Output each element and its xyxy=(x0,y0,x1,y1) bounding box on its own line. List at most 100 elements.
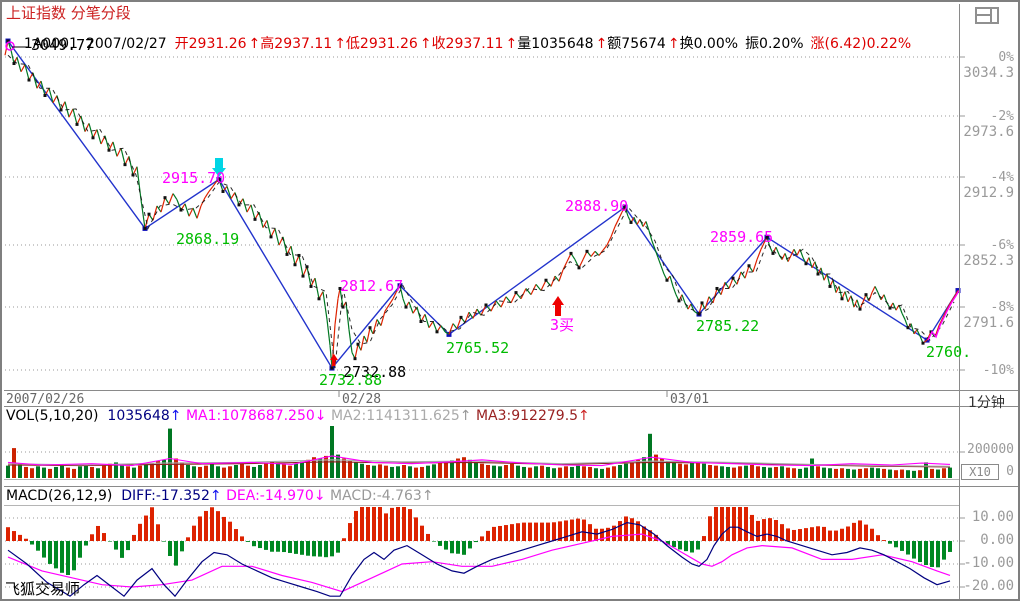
volume-bar xyxy=(582,466,586,478)
volume-bar xyxy=(666,461,670,478)
page-title: 上证指数 分笔分段 xyxy=(6,4,131,22)
volume-bar xyxy=(618,465,622,478)
volume-bar xyxy=(816,466,820,478)
volume-bar xyxy=(708,465,712,478)
macd-bar xyxy=(366,507,370,541)
macd-indicator-header: MACD(26,12,9) DIFF:-17.352↑ DEA:-14.970↓… xyxy=(6,488,434,504)
volume-bar xyxy=(36,466,40,478)
volume-bar xyxy=(738,466,742,478)
volume-bar xyxy=(648,433,652,478)
macd-header-segment: DEA:-14.970 xyxy=(221,488,314,504)
macd-bar xyxy=(222,516,226,541)
volume-bar xyxy=(552,468,556,478)
date-label: 2007/02/26 xyxy=(6,392,85,407)
macd-bar xyxy=(906,541,910,555)
quote-field-额: 额75674 xyxy=(607,36,666,52)
date-label: 02/28 xyxy=(342,392,382,407)
macd-bar xyxy=(318,541,322,557)
macd-bar xyxy=(414,517,418,541)
vol-header-segment: VOL(5,10,20) xyxy=(6,408,108,424)
volume-bar xyxy=(240,463,244,478)
macd-bar xyxy=(456,541,460,554)
macd-bar xyxy=(798,529,802,541)
volume-bar xyxy=(570,466,574,478)
macd-bar xyxy=(156,524,160,541)
volume-bar xyxy=(624,463,628,478)
period-label[interactable]: 1分钟 xyxy=(968,395,1005,411)
pivot-label: 3买 xyxy=(550,316,575,334)
segment-start-marker xyxy=(5,41,15,51)
volume-ma-line xyxy=(7,461,951,468)
volume-bar xyxy=(90,466,94,478)
macd-bar xyxy=(36,541,40,551)
macd-bar xyxy=(516,523,520,541)
volume-bar xyxy=(72,468,76,478)
volume-bar xyxy=(498,466,502,478)
macd-bar xyxy=(72,541,76,571)
buy-signal-arrow-icon xyxy=(552,296,564,316)
macd-bar xyxy=(756,520,760,541)
macd-header-segment: DIFF:-17.352 xyxy=(121,488,210,504)
volume-bar xyxy=(480,463,484,478)
volume-bar xyxy=(114,462,118,478)
volume-axis-max: 200000 xyxy=(967,442,1014,457)
volume-axis-zero: 0 xyxy=(1006,464,1014,479)
macd-bar xyxy=(174,541,178,566)
macd-bar xyxy=(618,521,622,541)
volume-bar xyxy=(702,463,706,478)
axis-percent-label: -4% xyxy=(990,170,1014,185)
volume-bar xyxy=(420,466,424,478)
volume-bar xyxy=(720,466,724,478)
cyan-sell-arrow-icon xyxy=(212,158,226,177)
macd-axis-label: -10.00 xyxy=(963,555,1014,571)
pivot-label: 2868.19 xyxy=(176,230,240,248)
macd-header-segment: ↑ xyxy=(209,488,222,504)
volume-bar xyxy=(30,468,34,478)
macd-bar xyxy=(48,541,52,564)
macd-bar xyxy=(738,507,742,541)
volume-bar xyxy=(228,466,232,478)
split-window-icon[interactable] xyxy=(975,7,999,24)
divider-vol-macd xyxy=(4,486,1018,487)
volume-bar xyxy=(546,466,550,478)
volume-bar xyxy=(750,465,754,478)
volume-bar xyxy=(522,466,526,478)
quote-info-line: 1A0001 2007/02/27 开2931.26 ↑高2937.11 ↑低2931.… xyxy=(6,22,918,67)
macd-bar xyxy=(468,541,472,549)
macd-bar xyxy=(780,524,784,541)
macd-bar xyxy=(246,541,250,542)
volume-bar xyxy=(288,465,292,478)
volume-bar xyxy=(774,466,778,478)
macd-bar xyxy=(648,530,652,541)
volume-bar xyxy=(414,467,418,478)
up-arrow-icon: ↑ xyxy=(505,36,518,52)
macd-bar xyxy=(30,541,34,545)
vol-header-segment: 1035648 xyxy=(107,408,170,424)
macd-bar xyxy=(132,534,136,541)
quote-field-换: 换0.00% xyxy=(679,36,739,52)
volume-bar xyxy=(684,464,688,478)
volume-bar xyxy=(162,459,166,478)
volume-bar xyxy=(822,467,826,478)
macd-bar xyxy=(564,520,568,541)
volume-bar xyxy=(150,463,154,478)
volume-bar xyxy=(606,467,610,478)
volume-bar xyxy=(186,465,190,478)
macd-bar xyxy=(666,541,670,545)
macd-bar xyxy=(612,525,616,541)
quote-date: 2007/02/27 xyxy=(85,36,167,52)
vol-header-segment: ↑ xyxy=(578,408,590,424)
volume-bar xyxy=(378,464,382,478)
macd-bar xyxy=(684,541,688,552)
volume-bar xyxy=(144,464,148,478)
volume-bar xyxy=(264,463,268,478)
volume-bar xyxy=(348,461,352,478)
up-arrow-icon: ↑ xyxy=(595,36,608,52)
split-window-icon-bar2 xyxy=(977,14,990,16)
volume-bar xyxy=(726,466,730,478)
macd-bar xyxy=(186,537,190,541)
volume-bar xyxy=(714,465,718,478)
volume-bar xyxy=(840,468,844,478)
macd-bar xyxy=(54,541,58,569)
volume-bar xyxy=(492,465,496,478)
